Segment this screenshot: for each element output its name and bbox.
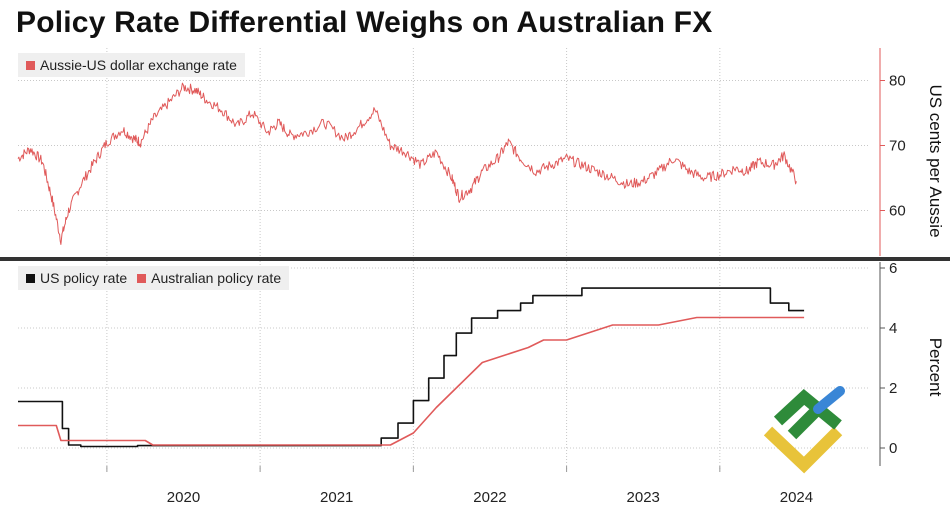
legend-item-us-rate: US policy rate <box>26 270 127 286</box>
chart-title: Policy Rate Differential Weighs on Austr… <box>16 6 713 39</box>
y-tick-label-p0-60: 60 <box>889 203 906 220</box>
logo-blue-stroke <box>813 386 845 414</box>
x-tick-label-2022: 2022 <box>473 489 506 506</box>
legend-label-us-rate: US policy rate <box>40 270 128 286</box>
logo-yellow-chevron <box>763 426 843 474</box>
logo-green-chevron <box>773 389 842 430</box>
legend-label-exchange-rate: Aussie-US dollar exchange rate <box>40 57 237 73</box>
legend-swatch-exchange-rate <box>26 60 35 70</box>
x-tick-label-2024: 2024 <box>780 489 813 506</box>
x-tick-label-2021: 2021 <box>320 489 353 506</box>
x-tick-label-2020: 2020 <box>167 489 200 506</box>
series-line-australian-policy-rate <box>18 316 805 446</box>
legend-item-exchange-rate: Aussie-US dollar exchange rate <box>26 57 237 73</box>
legend-label-au-rate: Australian policy rate <box>151 270 282 286</box>
axis-layer: 2020 2021 2022 2023 2024 60 70 80 0 2 4 6 <box>0 48 950 506</box>
legend-swatch-au-rate <box>137 273 147 283</box>
y-tick-label-p1-2: 2 <box>889 380 897 397</box>
series-line-us-policy-rate <box>18 287 805 448</box>
y-tick-label-p0-80: 80 <box>889 73 906 90</box>
y-tick-label-p1-0: 0 <box>889 440 897 457</box>
top-y-axis-title: US cents per Aussie <box>926 84 945 238</box>
bottom-y-axis-title: Percent <box>926 337 945 397</box>
series-layer <box>17 82 805 448</box>
bottom-legend: US policy rate Australian policy rate <box>18 266 290 290</box>
series-line-aussie-us-dollar-exchange-rate <box>17 82 797 245</box>
x-tick-label-2023: 2023 <box>627 489 660 506</box>
logo-mark <box>763 386 845 474</box>
legend-swatch-us-rate <box>26 273 35 283</box>
top-legend: Aussie-US dollar exchange rate <box>18 53 245 77</box>
logo-green-bar <box>787 404 823 440</box>
y-tick-label-p1-4: 4 <box>889 320 897 337</box>
legend-item-au-rate: Australian policy rate <box>137 270 281 286</box>
y-tick-label-p0-70: 70 <box>889 138 906 155</box>
y-tick-label-p1-6: 6 <box>889 260 897 277</box>
